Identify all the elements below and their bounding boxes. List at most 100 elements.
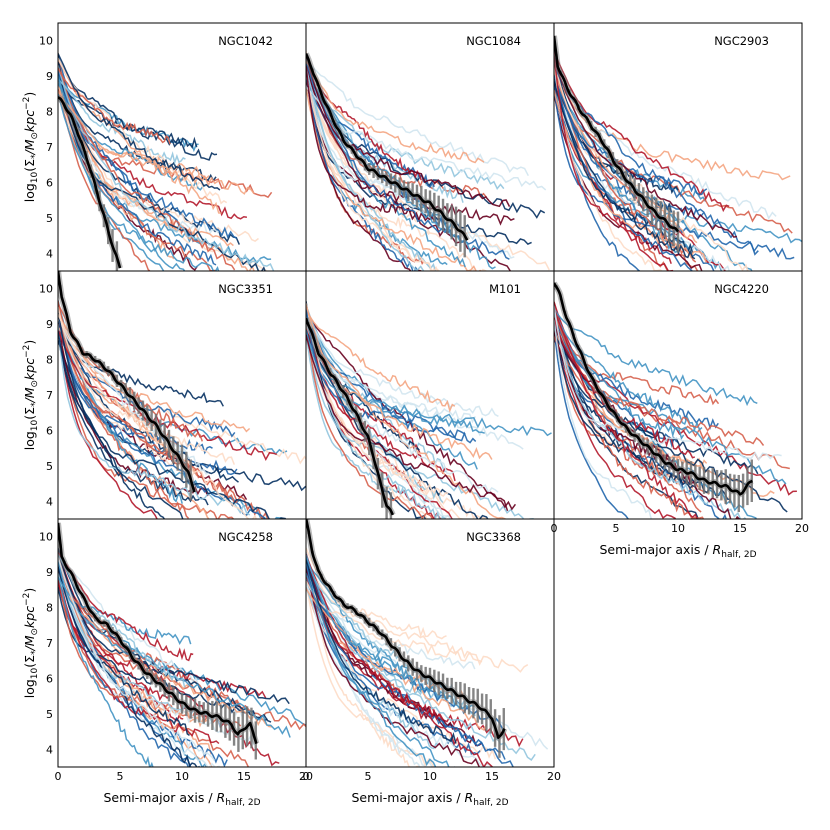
panel-ngc4258: NGC4258 bbox=[57, 518, 307, 768]
ylabel-e: ) bbox=[22, 92, 37, 97]
galaxy-label: NGC1042 bbox=[218, 34, 273, 48]
x-tick-label: 20 bbox=[299, 770, 313, 783]
galaxy-label: NGC3351 bbox=[218, 282, 273, 296]
svg-text:log10(Σ*/M⊙kpc−2): log10(Σ*/M⊙kpc−2) bbox=[22, 92, 40, 203]
sim-profile-line bbox=[306, 309, 456, 413]
galaxy-label: NGC4220 bbox=[714, 282, 769, 296]
sim-profile-line bbox=[306, 72, 419, 271]
sim-profile-line bbox=[554, 310, 747, 519]
sim-profile-line bbox=[554, 91, 672, 265]
y-tick-label: 7 bbox=[46, 637, 53, 650]
y-tick-label: 9 bbox=[46, 70, 53, 83]
observed-profile-line bbox=[58, 96, 122, 269]
panel-frame bbox=[553, 270, 803, 520]
panel-ngc3351: NGC3351 bbox=[57, 270, 307, 520]
sim-profile-line bbox=[58, 569, 220, 745]
sim-profile-line bbox=[306, 332, 428, 505]
sim-profile-line bbox=[58, 65, 275, 271]
x-tick-label: 20 bbox=[795, 522, 809, 535]
sim-profile-line bbox=[306, 321, 507, 519]
sim-profile-line bbox=[554, 63, 664, 271]
panel-ngc3368: NGC3368 bbox=[305, 518, 555, 768]
y-tick-label: 8 bbox=[46, 354, 53, 367]
sim-profile-line bbox=[58, 326, 251, 433]
ylabel-a-sub: 10 bbox=[30, 171, 40, 183]
galaxy-label: NGC3368 bbox=[466, 530, 521, 544]
y-tick-label: 5 bbox=[46, 212, 53, 225]
galaxy-label: NGC4258 bbox=[218, 530, 273, 544]
sim-profile-line bbox=[306, 301, 427, 519]
sim-profile-line bbox=[306, 587, 488, 731]
sim-profile-line bbox=[58, 300, 210, 519]
x-axis-label-ngc3368: Semi-major axis / Rhalf, 2D bbox=[351, 790, 508, 808]
x-tick-label: 5 bbox=[117, 770, 124, 783]
observed-profile-line bbox=[306, 519, 506, 739]
y-tick-label: 10 bbox=[39, 35, 53, 48]
sim-profile-line bbox=[306, 558, 437, 767]
sim-profile-line bbox=[306, 334, 517, 511]
x-tick-label: 15 bbox=[485, 770, 499, 783]
y-tick-label: 6 bbox=[46, 176, 53, 189]
y-tick-label: 5 bbox=[46, 460, 53, 473]
sim-profile-line bbox=[58, 312, 285, 519]
panel-m101: M101 bbox=[305, 270, 555, 520]
sim-profile-line bbox=[554, 336, 677, 519]
y-tick-label: 7 bbox=[46, 141, 53, 154]
sim-profile-line bbox=[554, 58, 749, 271]
sim-profile-line bbox=[58, 308, 171, 450]
panel-ngc4220: NGC4220 bbox=[553, 270, 803, 520]
sim-profile-line bbox=[306, 572, 456, 767]
sim-profile-line bbox=[58, 53, 221, 191]
y-tick-label: 4 bbox=[46, 743, 53, 756]
observed-profile-line bbox=[58, 271, 196, 493]
y-tick-label: 8 bbox=[46, 602, 53, 615]
sim-profile-line bbox=[58, 563, 221, 767]
sim-profile-line bbox=[306, 60, 485, 164]
ylabel-d: kpc bbox=[22, 110, 37, 132]
ylabel-d-sup: −2 bbox=[22, 97, 32, 110]
sim-profile-line bbox=[306, 86, 547, 191]
observed-profile-halo bbox=[306, 317, 396, 517]
sim-profile-line bbox=[554, 312, 705, 519]
sim-profile-line bbox=[306, 551, 420, 767]
panel-ngc2903: NGC2903 bbox=[553, 22, 803, 272]
sim-lines bbox=[306, 50, 550, 271]
sim-profile-line bbox=[554, 81, 696, 260]
sim-profile-line bbox=[58, 58, 222, 214]
sim-profile-line bbox=[554, 308, 758, 407]
sim-lines bbox=[306, 547, 549, 767]
sim-profile-line bbox=[554, 305, 782, 462]
sim-profile-line bbox=[306, 79, 515, 259]
observed-profile bbox=[58, 94, 123, 269]
sim-profile-line bbox=[58, 317, 209, 476]
sim-lines bbox=[554, 51, 802, 271]
sim-profile-line bbox=[58, 330, 278, 462]
x-tick-label: 15 bbox=[733, 522, 747, 535]
sim-profile-line bbox=[306, 77, 423, 271]
svg-text:log10(Σ*/M⊙kpc−2): log10(Σ*/M⊙kpc−2) bbox=[22, 340, 40, 451]
sim-profile-line bbox=[554, 319, 653, 519]
sim-profile-line bbox=[306, 325, 534, 519]
panel-ngc1042: NGC1042 bbox=[57, 22, 307, 272]
y-tick-label: 7 bbox=[46, 389, 53, 402]
observed-profile bbox=[58, 522, 260, 745]
sim-profile-line bbox=[58, 550, 290, 705]
observed-profile-line bbox=[554, 282, 753, 496]
y-tick-label: 9 bbox=[46, 566, 53, 579]
sim-profile-line bbox=[554, 74, 708, 196]
sim-profile-line bbox=[306, 81, 505, 190]
sim-profile-line bbox=[58, 92, 220, 271]
panel-ngc1084: NGC1084 bbox=[305, 22, 555, 272]
sim-profile-line bbox=[58, 313, 257, 519]
sim-profile-line bbox=[306, 312, 476, 424]
sim-profile-line bbox=[306, 320, 434, 519]
svg-text:log10(Σ*/M⊙kpc−2): log10(Σ*/M⊙kpc−2) bbox=[22, 588, 40, 699]
sim-profile-line bbox=[306, 58, 529, 177]
sim-profile-line bbox=[58, 323, 251, 516]
sim-profile-line bbox=[554, 307, 704, 519]
sim-profile-line bbox=[306, 61, 466, 268]
sim-profile-line bbox=[58, 327, 164, 519]
sim-profile-line bbox=[58, 331, 287, 519]
